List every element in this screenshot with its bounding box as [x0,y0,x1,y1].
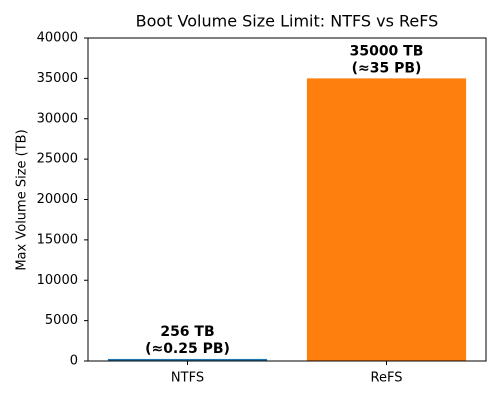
x-tick-label: NTFS [171,371,204,386]
y-tick-label: 40000 [37,31,78,46]
y-tick-label: 30000 [37,111,78,126]
y-tick-label: 15000 [37,232,78,247]
plot-frame [87,37,487,362]
value-label: 256 TB (≈0.25 PB) [145,324,230,357]
chart-title: Boot Volume Size Limit: NTFS vs ReFS [136,12,439,31]
y-axis-label: Max Volume Size (TB) [15,129,30,270]
y-tick-label: 0 [70,354,78,369]
x-tick-label: ReFS [371,371,403,386]
bar [107,358,268,361]
y-tick-label: 35000 [37,71,78,86]
value-label: 35000 TB (≈35 PB) [350,43,424,76]
y-tick-label: 20000 [37,192,78,207]
y-tick-label: 25000 [37,152,78,167]
bar [306,78,467,361]
y-tick-label: 5000 [45,313,78,328]
y-tick-label: 10000 [37,273,78,288]
